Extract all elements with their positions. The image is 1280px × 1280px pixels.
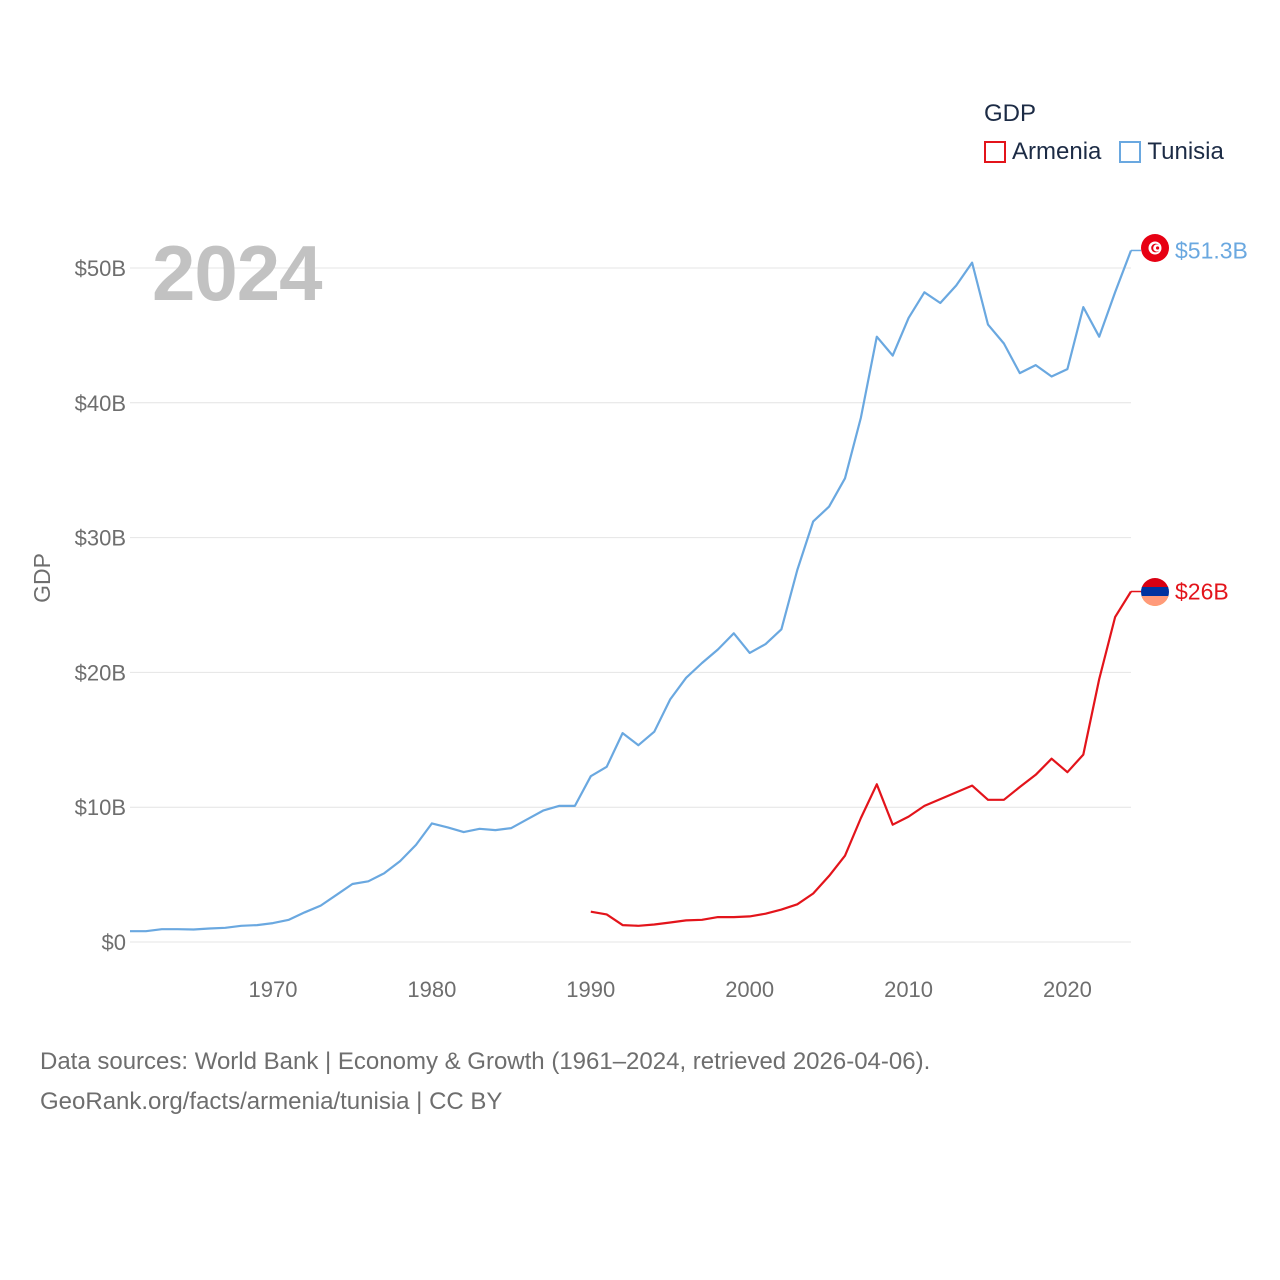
y-tick-label: $50B [75, 256, 126, 281]
end-labels: $51.3B $26B [1175, 237, 1248, 604]
legend-item-tunisia[interactable]: Tunisia [1119, 138, 1224, 166]
end-label-armenia: $26B [1175, 579, 1229, 605]
armenia-flag-icon [1141, 578, 1169, 606]
legend-label-tunisia: Tunisia [1147, 138, 1224, 165]
series [130, 249, 1141, 933]
tunisia-flag-icon [1141, 234, 1169, 262]
source-note: Data sources: World Bank | Economy & Gro… [40, 1042, 930, 1122]
legend-items: Armenia Tunisia [984, 138, 1242, 166]
legend: GDP Armenia Tunisia [984, 100, 1242, 166]
y-tick-label: $40B [75, 391, 126, 416]
x-tick-label: 1970 [249, 977, 298, 1002]
legend-label-armenia: Armenia [1012, 138, 1102, 165]
flags [1141, 234, 1169, 606]
y-axis: $0 $10B $20B $30B $40B $50B [75, 256, 126, 955]
year-watermark: 2024 [152, 229, 323, 317]
y-tick-label: $20B [75, 660, 126, 685]
end-label-tunisia: $51.3B [1175, 237, 1248, 263]
series-line-armenia [590, 590, 1132, 927]
legend-swatch-armenia [984, 141, 1006, 163]
x-tick-label: 2000 [725, 977, 774, 1002]
x-axis: 1970 1980 1990 2000 2010 2020 [249, 977, 1092, 1002]
x-tick-label: 2020 [1043, 977, 1092, 1002]
legend-swatch-tunisia [1119, 141, 1142, 163]
legend-item-armenia[interactable]: Armenia [984, 138, 1101, 166]
y-tick-label: $10B [75, 795, 126, 820]
y-tick-label: $0 [102, 930, 126, 955]
x-tick-label: 2010 [884, 977, 933, 1002]
source-line-1: Data sources: World Bank | Economy & Gro… [40, 1048, 931, 1075]
legend-title: GDP [984, 100, 1037, 127]
source-line-2[interactable]: GeoRank.org/facts/armenia/tunisia | CC B… [40, 1088, 503, 1115]
y-tick-label: $30B [75, 526, 126, 551]
x-tick-label: 1980 [407, 977, 456, 1002]
series-line-tunisia [130, 250, 1133, 933]
y-axis-label: GDP [29, 553, 55, 603]
x-tick-label: 1990 [566, 977, 615, 1002]
gridlines [130, 267, 1131, 943]
